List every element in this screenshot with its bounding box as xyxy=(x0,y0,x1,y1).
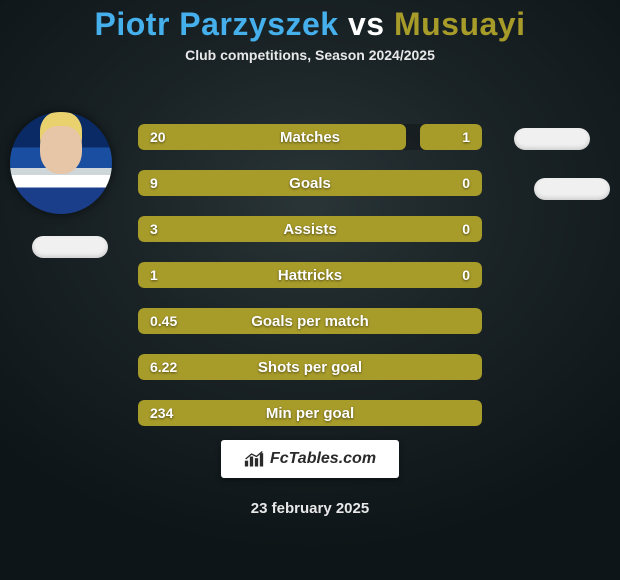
stat-label: Goals xyxy=(138,170,482,196)
brand-badge: FcTables.com xyxy=(221,440,399,478)
stat-row: 10Hattricks xyxy=(138,262,482,288)
brand-chart-icon xyxy=(244,450,264,468)
player1-flag xyxy=(32,236,108,258)
player1-avatar-art xyxy=(10,112,112,214)
stat-row: 201Matches xyxy=(138,124,482,150)
stat-label: Goals per match xyxy=(138,308,482,334)
comparison-bars: 201Matches 90Goals 30Assists 10Hattricks 0.4… xyxy=(138,124,482,446)
stat-row: 0.45Goals per match xyxy=(138,308,482,334)
player2-flag-1 xyxy=(514,128,590,150)
stat-row: 6.22Shots per goal xyxy=(138,354,482,380)
stat-row: 30Assists xyxy=(138,216,482,242)
player2-flag-2 xyxy=(534,178,610,200)
player1-avatar-face xyxy=(40,126,82,174)
stat-label: Matches xyxy=(138,124,482,150)
stat-row: 234Min per goal xyxy=(138,400,482,426)
player1-name: Piotr Parzyszek xyxy=(95,6,339,42)
date-text: 23 february 2025 xyxy=(0,500,620,517)
infographic-root: Piotr Parzyszek vs Musuayi Club competit… xyxy=(0,0,620,580)
brand-text: FcTables.com xyxy=(270,450,376,468)
subtitle: Club competitions, Season 2024/2025 xyxy=(0,47,620,63)
title-vs: vs xyxy=(348,6,385,42)
page-title: Piotr Parzyszek vs Musuayi xyxy=(0,6,620,43)
player2-name: Musuayi xyxy=(394,6,526,42)
stat-label: Hattricks xyxy=(138,262,482,288)
player1-avatar xyxy=(10,112,112,214)
stat-label: Assists xyxy=(138,216,482,242)
stat-row: 90Goals xyxy=(138,170,482,196)
stat-label: Shots per goal xyxy=(138,354,482,380)
stat-label: Min per goal xyxy=(138,400,482,426)
